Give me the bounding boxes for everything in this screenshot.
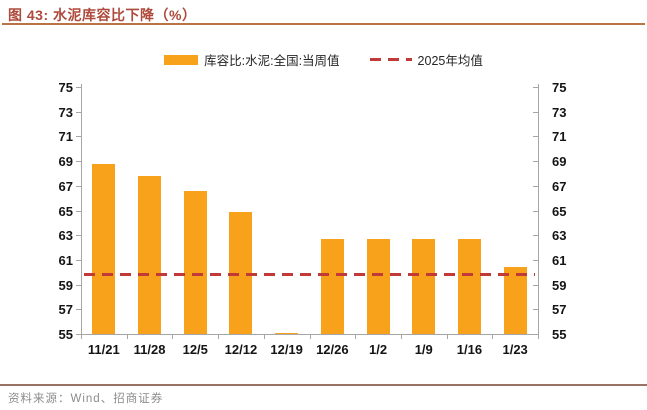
- y-tick-left: [76, 185, 81, 187]
- bar-1/23: [503, 267, 527, 334]
- y-tick-right: [533, 284, 538, 286]
- x-tick: [492, 335, 494, 339]
- y-tick-label-left: 75: [58, 80, 73, 95]
- y-tick-right: [533, 210, 538, 212]
- legend-item-bar: 库容比:水泥:全国:当周值: [164, 50, 340, 69]
- y-tick-left: [76, 136, 81, 138]
- source-note: 资料来源：Wind、招商证券: [8, 393, 164, 405]
- bar-1/2: [366, 238, 390, 334]
- x-tick-label: 12/5: [182, 342, 208, 357]
- legend-bar-label: 库容比:水泥:全国:当周值: [204, 54, 340, 68]
- y-tick-left: [76, 284, 81, 286]
- chart-legend: 库容比:水泥:全国:当周值 2025年均值: [0, 50, 647, 69]
- y-tick-label-left: 63: [58, 228, 73, 244]
- x-tick: [400, 335, 402, 339]
- x-tick: [126, 335, 128, 339]
- y-tick-label-left: 61: [58, 252, 73, 268]
- y-tick-label-right: 71: [552, 129, 567, 145]
- figure-title: 图 43: 水泥库容比下降（%）: [8, 7, 197, 23]
- x-tick: [309, 335, 311, 339]
- y-tick-label-right: 55: [552, 327, 567, 342]
- x-tick: [355, 335, 357, 339]
- bar-12/12: [229, 211, 253, 334]
- x-tick: [446, 335, 448, 339]
- x-tick-label: 1/16: [456, 342, 483, 357]
- x-tick-label: 12/19: [270, 342, 303, 357]
- y-tick-left: [76, 161, 81, 163]
- y-tick-left: [76, 259, 81, 261]
- bar-11/28: [138, 175, 162, 334]
- y-axis-left: [81, 84, 82, 335]
- x-tick: [218, 335, 220, 339]
- y-tick-label-left: 57: [58, 302, 73, 318]
- y-tick-label-right: 69: [552, 154, 567, 170]
- x-axis: [81, 334, 539, 335]
- x-tick-label: 1/2: [369, 342, 388, 357]
- x-tick: [263, 335, 265, 339]
- y-tick-right: [533, 87, 538, 88]
- y-tick-right: [533, 259, 538, 261]
- y-tick-label-right: 57: [552, 302, 567, 318]
- y-tick-label-left: 73: [58, 104, 73, 120]
- x-tick-label: 1/23: [502, 342, 528, 357]
- y-tick-left: [76, 210, 81, 212]
- bar-12/5: [183, 190, 207, 334]
- bar-1/16: [457, 238, 481, 334]
- y-tick-label-left: 55: [58, 327, 73, 342]
- y-tick-right: [533, 111, 538, 113]
- y-tick-left: [76, 87, 81, 88]
- mean-value-dashed-line: [84, 273, 535, 277]
- x-tick-label: 12/26: [316, 342, 349, 357]
- y-tick-label-right: 59: [552, 277, 567, 293]
- y-tick-label-left: 65: [58, 203, 73, 219]
- footer-divider: [0, 384, 647, 386]
- y-tick-label-right: 73: [552, 104, 567, 120]
- y-tick-right: [533, 136, 538, 138]
- x-tick-label: 12/12: [224, 342, 258, 357]
- y-tick-label-right: 75: [552, 80, 567, 95]
- y-tick-right: [533, 185, 538, 187]
- bar-12/19: [275, 332, 299, 334]
- y-tick-label-left: 69: [58, 154, 73, 170]
- bar-12/26: [320, 238, 344, 334]
- y-tick-label-left: 67: [58, 178, 73, 194]
- y-tick-label-right: 63: [552, 228, 567, 244]
- y-tick-label-right: 61: [552, 252, 567, 268]
- bar-11/21: [92, 163, 116, 334]
- y-tick-right: [533, 235, 538, 237]
- y-tick-left: [76, 334, 81, 335]
- y-tick-label-right: 67: [552, 178, 567, 194]
- y-tick-label-right: 65: [552, 203, 567, 219]
- y-tick-right: [533, 309, 538, 311]
- legend-bar-swatch-icon: [164, 54, 199, 65]
- bar-1/9: [412, 238, 436, 334]
- x-tick: [172, 335, 174, 339]
- legend-dash-swatch-icon: [369, 58, 412, 61]
- legend-item-mean-line: 2025年均值: [369, 50, 483, 69]
- y-tick-label-left: 59: [58, 277, 73, 293]
- y-tick-right: [533, 334, 538, 335]
- y-tick-left: [76, 111, 81, 113]
- y-tick-left: [76, 235, 81, 237]
- x-tick: [538, 335, 539, 339]
- x-tick-label: 11/28: [133, 342, 166, 357]
- title-underline: [2, 23, 645, 25]
- legend-mean-line-label: 2025年均值: [417, 54, 483, 68]
- y-axis-right: [538, 84, 539, 335]
- x-tick-label: 1/9: [414, 342, 433, 357]
- y-tick-left: [76, 309, 81, 311]
- x-tick: [81, 335, 82, 339]
- x-tick-label: 11/21: [87, 342, 120, 357]
- y-tick-right: [533, 161, 538, 163]
- y-tick-label-left: 71: [58, 129, 73, 145]
